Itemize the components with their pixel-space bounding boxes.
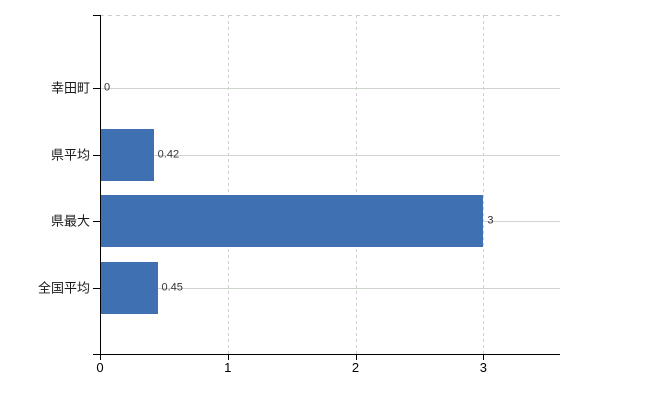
category-label: 全国平均 (37, 280, 90, 295)
h-gridline (100, 88, 560, 89)
v-gridline (483, 15, 485, 354)
h-gridline (100, 287, 560, 289)
x-tick-label: 3 (479, 360, 487, 375)
bar[interactable] (100, 195, 484, 247)
v-gridline (355, 15, 357, 354)
value-label: 0.42 (157, 148, 180, 160)
x-tick (483, 354, 485, 360)
value-label: 0 (104, 81, 111, 94)
y-tick (93, 15, 100, 16)
x-tick (227, 354, 229, 360)
bar[interactable] (100, 128, 154, 181)
v-gridline (227, 15, 229, 354)
plot-area: 0 0.42 3 0.45 (100, 15, 560, 354)
category-label: 県平均 (50, 147, 90, 162)
y-tick (93, 154, 100, 156)
x-axis-line (93, 354, 560, 355)
x-tick (100, 354, 101, 360)
value-label: 3 (487, 214, 494, 227)
y-tick (93, 88, 100, 89)
bar[interactable] (100, 261, 158, 314)
category-label: 県最大 (50, 213, 90, 229)
x-tick-label: 0 (96, 360, 104, 375)
h-gridline (100, 154, 560, 156)
category-label: 幸田町 (50, 80, 90, 96)
value-label: 0.45 (161, 281, 183, 293)
y-tick (93, 287, 100, 289)
x-tick-label: 1 (224, 360, 232, 375)
y-axis-line (100, 15, 101, 354)
x-tick-label: 2 (351, 360, 360, 375)
y-tick (93, 354, 100, 355)
x-tick (355, 354, 357, 360)
plot-top-border (100, 15, 560, 16)
y-tick (93, 221, 100, 222)
